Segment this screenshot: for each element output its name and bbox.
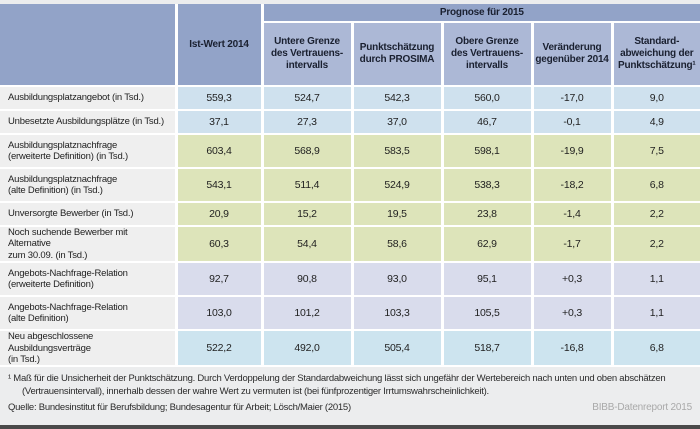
col-header-punktschaetzung: Punktschätzung durch PROSIMA [352,22,444,87]
cell-value: -18,2 [532,168,614,203]
cell-value: 603,4 [176,134,264,169]
table-row: Noch suchende Bewerber mit Alternative z… [0,226,700,264]
cell-value: 511,4 [262,168,354,203]
cell-value: 90,8 [262,262,354,298]
cell-value: 23,8 [442,202,534,227]
table-row: Unbesetzte Ausbildungsplätze (in Tsd.) 3… [0,110,700,135]
row-label: Neu abgeschlossene Ausbildungsverträge (… [0,330,178,368]
cell-value: +0,3 [532,296,614,332]
col-header-standardabweichung: Standard- abweichung der Punktschätzung¹ [612,22,700,87]
cell-value: 560,0 [442,86,534,111]
prognose-2015-table: Ist-Wert 2014 Prognose für 2015 Untere G… [0,4,700,368]
row-label: Angebots-Nachfrage-Relation (erweiterte … [0,262,178,298]
cell-value: 27,3 [262,110,354,135]
cell-value: 103,0 [176,296,264,332]
bottom-border-bar [0,425,700,429]
header-sub-row: Untere Grenze des Vertrauens- intervalls… [0,22,700,87]
cell-value: 2,2 [612,202,700,227]
row-label: Noch suchende Bewerber mit Alternative z… [0,226,178,264]
row-label: Angebots-Nachfrage-Relation (alte Defini… [0,296,178,332]
cell-value: 518,7 [442,330,534,368]
cell-value: 62,9 [442,226,534,264]
row-label: Ausbildungsplatznachfrage (erweiterte De… [0,134,178,169]
table-row: Ausbildungsplatznachfrage (alte Definiti… [0,168,700,203]
cell-value: 101,2 [262,296,354,332]
cell-value: -1,7 [532,226,614,264]
cell-value: 542,3 [352,86,444,111]
bibb-report-table-page: Ist-Wert 2014 Prognose für 2015 Untere G… [0,4,700,429]
cell-value: 60,3 [176,226,264,264]
cell-value: 559,3 [176,86,264,111]
cell-value: 568,9 [262,134,354,169]
col-header-obere-grenze: Obere Grenze des Vertrauens- intervalls [442,22,534,87]
cell-value: 95,1 [442,262,534,298]
cell-value: 105,5 [442,296,534,332]
header-band-row: Ist-Wert 2014 Prognose für 2015 [0,4,700,87]
cell-value: 522,2 [176,330,264,368]
cell-value: 19,5 [352,202,444,227]
cell-value: 4,9 [612,110,700,135]
cell-value: 524,7 [262,86,354,111]
col-header-veraenderung: Veränderung gegenüber 2014 [532,22,614,87]
table-footer: ¹ Maß für die Unsicherheit der Punktschä… [0,367,700,413]
cell-value: 543,1 [176,168,264,203]
cell-value: 58,6 [352,226,444,264]
row-label: Ausbildungsplatzangebot (in Tsd.) [0,86,178,111]
cell-value: 524,9 [352,168,444,203]
cell-value: 15,2 [262,202,354,227]
prognose-band-header: Prognose für 2015 [262,4,700,23]
cell-value: 92,7 [176,262,264,298]
cell-value: 9,0 [612,86,700,111]
cell-value: 46,7 [442,110,534,135]
source-text: Quelle: Bundesinstitut für Berufsbildung… [8,402,351,414]
cell-value: 37,1 [176,110,264,135]
cell-value: 505,4 [352,330,444,368]
label-column-header [0,4,178,87]
cell-value: -17,0 [532,86,614,111]
table-row: Angebots-Nachfrage-Relation (erweiterte … [0,262,700,298]
cell-value: 93,0 [352,262,444,298]
table-row: Unversorgte Bewerber (in Tsd.) 20,9 15,2… [0,202,700,227]
cell-value: 20,9 [176,202,264,227]
table-row: Ausbildungsplatzangebot (in Tsd.) 559,3 … [0,86,700,111]
col-header-untere-grenze: Untere Grenze des Vertrauens- intervalls [262,22,354,87]
source-row: Quelle: Bundesinstitut für Berufsbildung… [8,402,692,413]
cell-value: 7,5 [612,134,700,169]
col-header-ist-wert: Ist-Wert 2014 [176,4,264,87]
cell-value: 103,3 [352,296,444,332]
report-label: BIBB-Datenreport 2015 [592,402,692,414]
cell-value: -1,4 [532,202,614,227]
cell-value: 2,2 [612,226,700,264]
cell-value: -19,9 [532,134,614,169]
cell-value: -0,1 [532,110,614,135]
row-label: Unversorgte Bewerber (in Tsd.) [0,202,178,227]
footnote-text: ¹ Maß für die Unsicherheit der Punktschä… [8,373,666,397]
table-row: Angebots-Nachfrage-Relation (alte Defini… [0,296,700,332]
cell-value: 37,0 [352,110,444,135]
cell-value: 492,0 [262,330,354,368]
cell-value: 54,4 [262,226,354,264]
cell-value: 538,3 [442,168,534,203]
cell-value: 1,1 [612,262,700,298]
cell-value: 6,8 [612,330,700,368]
cell-value: +0,3 [532,262,614,298]
cell-value: 1,1 [612,296,700,332]
cell-value: 583,5 [352,134,444,169]
row-label: Unbesetzte Ausbildungsplätze (in Tsd.) [0,110,178,135]
table-row: Ausbildungsplatznachfrage (erweiterte De… [0,134,700,169]
cell-value: -16,8 [532,330,614,368]
cell-value: 6,8 [612,168,700,203]
table-row: Neu abgeschlossene Ausbildungsverträge (… [0,330,700,368]
row-label: Ausbildungsplatznachfrage (alte Definiti… [0,168,178,203]
cell-value: 598,1 [442,134,534,169]
